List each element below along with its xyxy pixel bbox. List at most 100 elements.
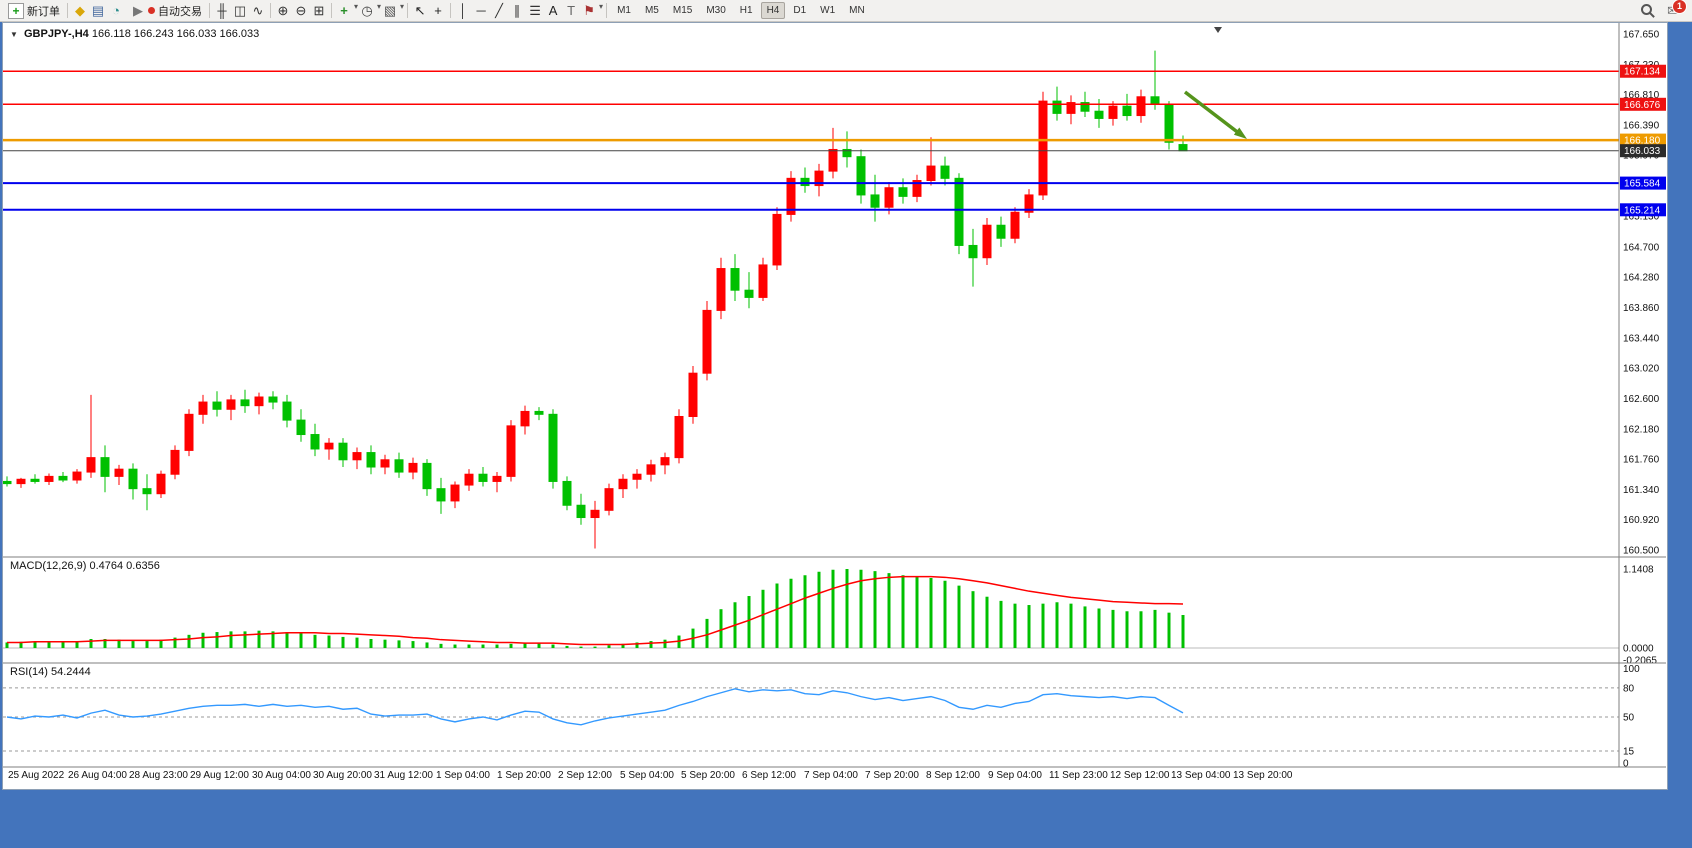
- candle-body: [730, 268, 740, 291]
- indicators-dropdown-caret[interactable]: ▾: [354, 1, 359, 11]
- line-chart-icon[interactable]: ∿: [252, 2, 264, 18]
- time-axis[interactable]: 25 Aug 2022 26 Aug 04:00 28 Aug 23:00 29 Au…: [3, 768, 1616, 788]
- candle-body: [590, 509, 600, 519]
- timeframe-button-h1[interactable]: H1: [739, 5, 753, 16]
- candle-body: [58, 475, 68, 481]
- fibonacci-icon[interactable]: ☰: [529, 2, 541, 18]
- candle-body: [30, 478, 40, 482]
- time-label: 8 Sep 12:00: [926, 770, 980, 781]
- templates-dropdown-caret[interactable]: ▾: [400, 1, 405, 11]
- time-label: 7 Sep 20:00: [865, 770, 919, 781]
- zoom-out-icon[interactable]: ⊖: [295, 2, 307, 18]
- candle-body: [870, 194, 880, 208]
- candle-body: [240, 399, 250, 407]
- trend-arrow-head: [1233, 127, 1247, 139]
- timeframe-button-m15[interactable]: M15: [672, 5, 693, 16]
- arrows-dropdown-caret[interactable]: ▾: [599, 1, 604, 11]
- periods-icon[interactable]: ◷: [361, 2, 373, 18]
- timeframe-button-m1[interactable]: M1: [617, 5, 631, 16]
- metaeditor-icon[interactable]: ◆: [75, 2, 85, 18]
- price-tag-166.180: [1620, 133, 1666, 147]
- chart-shift-marker-icon[interactable]: [1214, 27, 1222, 33]
- candle-body: [184, 413, 194, 451]
- price-axis-label: 162.180: [1623, 424, 1660, 435]
- time-label: 12 Sep 12:00: [1110, 770, 1170, 781]
- candle-body: [1010, 211, 1020, 239]
- zoom-in-icon[interactable]: ⊕: [277, 2, 289, 18]
- timeframe-button-w1[interactable]: W1: [820, 5, 836, 16]
- text-label-icon[interactable]: T: [567, 2, 576, 18]
- candlestick-chart-icon[interactable]: ◫: [233, 2, 247, 18]
- price-tag-165.584: [1620, 176, 1666, 190]
- candle-body: [562, 480, 572, 506]
- timeframe-button-m30[interactable]: M30: [706, 5, 726, 16]
- templates-icon[interactable]: ▧: [383, 2, 397, 18]
- candle-body: [1150, 96, 1160, 105]
- bar-chart-icon[interactable]: ╫: [217, 2, 227, 18]
- price-tag-text: 166.033: [1624, 146, 1661, 157]
- trend-arrow-annotation[interactable]: [1183, 90, 1240, 134]
- time-label: 6 Sep 12:00: [742, 770, 796, 781]
- print-icon[interactable]: ▤: [91, 2, 105, 18]
- toolbar-separator: [407, 3, 409, 18]
- auto-trading-button[interactable]: ▶ 自动交易: [125, 1, 206, 21]
- horizontal-line-icon[interactable]: ─: [476, 2, 486, 18]
- timeframe-button-m5[interactable]: M5: [644, 5, 659, 16]
- candle-body: [450, 484, 460, 502]
- price-tag-166.676: [1620, 97, 1666, 111]
- text-icon[interactable]: A: [548, 2, 558, 18]
- candle-body: [268, 396, 278, 403]
- candle-body: [758, 264, 768, 298]
- candle-body: [3, 480, 12, 485]
- price-tag-165.214: [1620, 203, 1666, 217]
- candle-body: [926, 165, 936, 182]
- time-label: 1 Sep 04:00: [436, 770, 490, 781]
- candle-body: [534, 410, 544, 415]
- macd-values-text: 0.4764 0.6356: [89, 560, 160, 572]
- candle-body: [814, 170, 824, 187]
- collapse-arrow-icon[interactable]: ▼: [10, 30, 18, 39]
- candle-body: [940, 165, 950, 179]
- history-center-icon[interactable]: ◔: [112, 2, 120, 18]
- periods-dropdown-caret[interactable]: ▾: [377, 1, 382, 11]
- candle-body: [352, 452, 362, 461]
- toolbar-separator: [209, 3, 210, 18]
- candle-body: [912, 180, 922, 197]
- candle-body: [394, 459, 404, 473]
- search-icon[interactable]: [1640, 3, 1655, 18]
- tile-windows-icon[interactable]: ⊞: [313, 2, 325, 18]
- candle-body: [1122, 105, 1132, 117]
- arrows-icon[interactable]: ⚑: [583, 2, 595, 18]
- chart-canvas[interactable]: 167.650167.230166.810166.390165.970165.5…: [3, 23, 1667, 789]
- candle-body: [604, 488, 614, 511]
- toolbar-separator: [67, 3, 68, 18]
- rsi-axis-label: 50: [1623, 713, 1635, 724]
- time-label: 30 Aug 20:00: [313, 770, 372, 781]
- candle-body: [254, 396, 264, 407]
- candle-body: [898, 187, 908, 197]
- timeframe-button-h4[interactable]: H4: [760, 2, 786, 19]
- vertical-line-icon[interactable]: │: [458, 2, 468, 18]
- rsi-axis-label: 80: [1623, 683, 1635, 694]
- equidistant-channel-icon[interactable]: ∥: [513, 2, 521, 18]
- candle-body: [1136, 96, 1146, 117]
- candle-body: [310, 434, 320, 450]
- trendline-icon[interactable]: ╱: [495, 2, 503, 18]
- crosshair-icon[interactable]: +: [434, 2, 442, 18]
- candle-body: [828, 148, 838, 172]
- price-tag-text: 165.214: [1624, 205, 1661, 216]
- candle-body: [716, 268, 726, 311]
- candle-body: [1164, 103, 1174, 143]
- cursor-icon[interactable]: ↖: [414, 2, 426, 18]
- time-label: 31 Aug 12:00: [374, 770, 433, 781]
- notifications-icon[interactable]: ✉1: [1667, 0, 1687, 19]
- timeframe-button-d1[interactable]: D1: [793, 5, 807, 16]
- timeframe-button-mn[interactable]: MN: [849, 5, 865, 16]
- indicators-icon[interactable]: +: [340, 2, 348, 18]
- price-axis-label: 163.440: [1623, 333, 1660, 344]
- candle-body: [1052, 100, 1062, 114]
- chart-window[interactable]: 167.650167.230166.810166.390165.970165.5…: [2, 22, 1668, 790]
- candle-body: [72, 471, 82, 481]
- new-order-button[interactable]: + 新订单: [4, 1, 64, 21]
- time-label: 5 Sep 04:00: [620, 770, 674, 781]
